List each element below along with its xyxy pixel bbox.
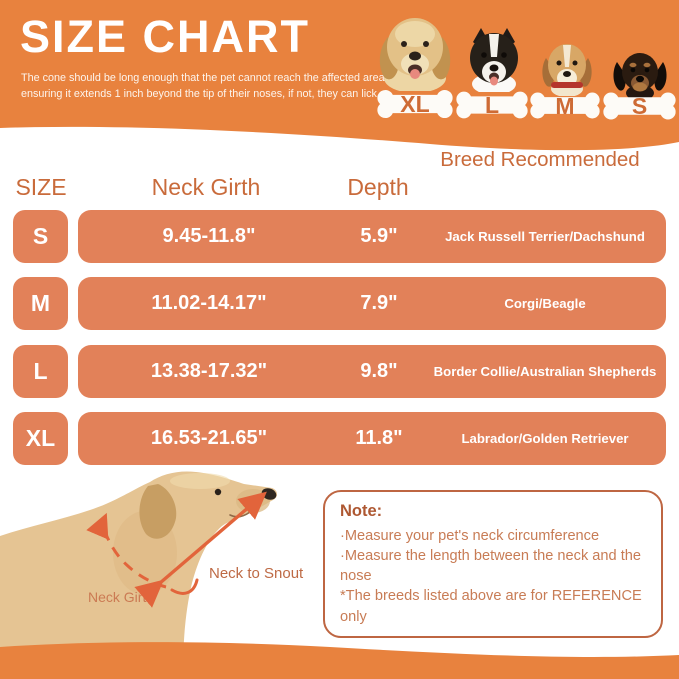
column-header-breed: Breed Recommended [440, 148, 640, 171]
beagle-illustration [542, 44, 592, 96]
footer-wave-background [0, 642, 679, 679]
size-cell-s: S [13, 210, 68, 263]
size-badge-label: M [555, 92, 575, 119]
bone-size-badge-m: M [530, 89, 600, 122]
note-line-1: ·Measure your pet's neck circumference [340, 528, 600, 544]
header-description-line2: ensuring it extends 1 inch beyond the ti… [21, 87, 380, 100]
bone-icon [530, 92, 600, 119]
size-cell-m: M [13, 277, 68, 330]
bone-icon [377, 89, 453, 119]
breed-value: Labrador/Golden Retriever [461, 431, 629, 446]
neck-girth-value: 16.53-21.65" [150, 427, 268, 449]
note-heading: Note: [340, 502, 383, 520]
bone-size-badge-s: S [603, 90, 676, 122]
neck-girth-value: 13.38-17.32" [150, 360, 268, 382]
page-title: SIZE CHART [20, 11, 310, 62]
border-collie-illustration [470, 28, 518, 92]
table-row-l: 13.38-17.32" 9.8" Border Collie/Australi… [78, 345, 666, 398]
measurement-arrows [86, 491, 267, 608]
depth-value: 11.8" [355, 427, 403, 449]
bone-icon [456, 91, 528, 119]
depth-value: 9.8" [360, 360, 398, 382]
size-cell-l: L [13, 345, 68, 398]
note-line-2: ·Measure the length between the neck and… [340, 548, 641, 585]
depth-value: 7.9" [360, 292, 398, 314]
neck-girth-value: 11.02-14.17" [151, 292, 267, 314]
note-box: Note: ·Measure your pet's neck circumfer… [323, 490, 663, 638]
depth-value: 5.9" [360, 225, 398, 247]
size-cell-xl: XL [13, 412, 68, 465]
size-badge-label: XL [400, 91, 430, 117]
column-header-depth: Depth [347, 174, 409, 200]
column-header-size: SIZE [15, 174, 67, 200]
bone-icon [603, 92, 676, 120]
note-line-3: *The breeds listed above are for REFEREN… [340, 588, 642, 625]
dachshund-illustration [613, 53, 667, 98]
bone-size-badge-xl: XL [377, 86, 453, 122]
table-row-xl: 16.53-21.65" 11.8" Labrador/Golden Retri… [78, 412, 666, 465]
table-row-m: 11.02-14.17" 7.9" Corgi/Beagle [78, 277, 666, 330]
size-badge-label: L [484, 92, 500, 118]
column-header-neck-girth: Neck Girth [151, 174, 261, 200]
bone-size-badge-l: L [456, 88, 528, 122]
header-banner: SIZE CHART The cone should be long enoug… [0, 0, 679, 160]
size-badge-label: S [631, 93, 648, 119]
breed-value: Border Collie/Australian Shepherds [433, 364, 657, 379]
header-description: The cone should be long enough that the … [21, 71, 388, 102]
breed-value: Corgi/Beagle [504, 296, 586, 311]
golden-retriever-illustration [379, 18, 451, 91]
table-row-s: 9.45-11.8" 5.9" Jack Russell Terrier/Dac… [78, 210, 666, 263]
header-description-line1: The cone should be long enough that the … [21, 72, 388, 84]
neck-girth-value: 9.45-11.8" [162, 225, 256, 247]
breed-value: Jack Russell Terrier/Dachshund [445, 229, 645, 244]
